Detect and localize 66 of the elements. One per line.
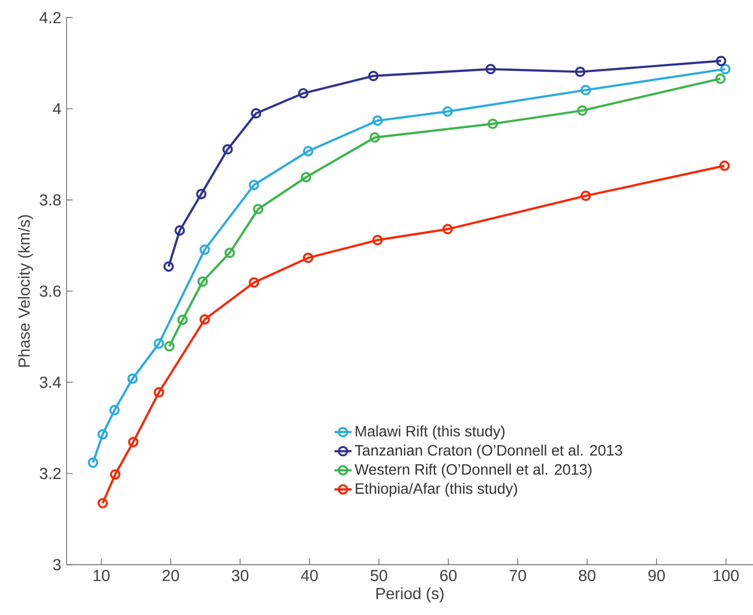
x-tick-label: 80 <box>578 570 596 582</box>
point <box>98 498 108 508</box>
point <box>485 64 496 74</box>
point <box>200 314 210 325</box>
x-tick-label: 20 <box>162 570 179 582</box>
x-tick-label: 60 <box>440 570 457 582</box>
y-tick-label: 3 <box>53 559 61 570</box>
point <box>302 252 314 264</box>
point <box>98 429 108 440</box>
point <box>109 404 120 416</box>
x-axis-title: Period (s) <box>376 587 444 602</box>
x-tick-label: 90 <box>648 570 665 582</box>
y-axis-title: Phase Velocity (km/s) <box>18 215 33 367</box>
point <box>110 469 120 480</box>
point <box>197 276 208 287</box>
point <box>177 314 188 326</box>
x-tick-label: 100 <box>714 570 739 582</box>
point <box>488 118 498 130</box>
point <box>372 234 383 246</box>
point <box>577 105 588 116</box>
point <box>250 108 262 119</box>
point <box>575 66 586 78</box>
point <box>298 88 308 98</box>
point <box>370 132 380 143</box>
x-tick-label: 70 <box>510 570 526 582</box>
point <box>224 248 235 258</box>
point <box>368 70 379 82</box>
point <box>196 188 206 200</box>
legend-label: Malawi Rift (this study) <box>356 426 504 440</box>
x-tick-label: 10 <box>94 570 110 582</box>
point <box>715 73 726 84</box>
x-tick-label: 50 <box>370 570 388 582</box>
point <box>300 172 312 182</box>
legend-label: Western Rift (O’Donnell et al. 2013) <box>354 464 592 478</box>
point <box>580 190 591 202</box>
point <box>720 64 730 74</box>
point <box>154 338 164 349</box>
legend-label: Tanzanian Craton (O’Donnell et al. 2013 <box>354 444 622 459</box>
point <box>252 204 264 214</box>
point <box>88 457 98 468</box>
point <box>174 225 185 236</box>
point <box>719 160 730 171</box>
point <box>154 387 164 398</box>
point <box>222 144 233 155</box>
point <box>128 436 138 448</box>
y-tick-label: 3.6 <box>40 285 61 297</box>
y-tick-label: 4 <box>52 103 61 114</box>
point <box>248 277 260 288</box>
y-tick-label: 3.8 <box>40 194 61 206</box>
point <box>248 180 260 190</box>
x-tick-label: 30 <box>232 570 248 582</box>
y-tick-label: 3.4 <box>40 376 61 388</box>
point <box>200 244 210 255</box>
point <box>164 341 175 352</box>
x-tick-label: 40 <box>301 570 318 582</box>
point <box>163 261 174 272</box>
point <box>716 56 726 66</box>
legend-label: Ethiopia/Afar (this study) <box>356 482 518 497</box>
point <box>372 115 383 126</box>
y-tick-label: 3.2 <box>40 468 61 480</box>
point <box>580 84 591 96</box>
point <box>442 106 453 117</box>
y-tick-label: 4.2 <box>40 12 61 24</box>
point <box>127 373 138 384</box>
point <box>442 224 453 234</box>
point <box>302 146 314 156</box>
